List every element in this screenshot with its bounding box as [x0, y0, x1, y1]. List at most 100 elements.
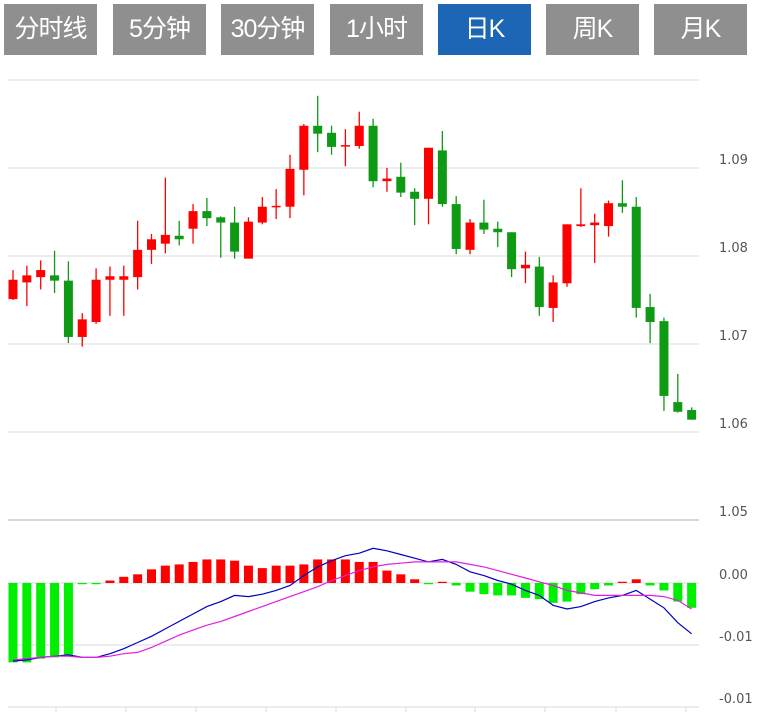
tab-5min[interactable]: 5分钟 — [113, 4, 206, 55]
candle-body — [645, 307, 655, 322]
candle-body — [133, 249, 143, 278]
candle-body — [257, 206, 267, 223]
macd-histogram-bar — [645, 583, 655, 586]
macd-histogram-bar — [424, 583, 433, 585]
candle-body — [437, 150, 447, 205]
tab-timeshare[interactable]: 分时线 — [4, 4, 97, 55]
tab-1hour[interactable]: 1小时 — [330, 4, 423, 55]
candle-body — [299, 125, 309, 170]
candle — [105, 266, 115, 316]
macd-histogram-bar — [50, 583, 60, 658]
candle — [631, 197, 641, 318]
candle-body — [604, 203, 614, 227]
macd-histogram-bar — [271, 565, 281, 583]
candle-body — [590, 222, 600, 226]
macd-histogram-bar — [410, 579, 420, 583]
macd-histogram-bar — [63, 583, 73, 655]
candle — [617, 180, 627, 213]
candle-body — [271, 205, 281, 208]
candle — [437, 131, 447, 207]
candle — [22, 265, 32, 307]
macd-axis-label: -0.01 — [719, 692, 753, 707]
candle-body — [479, 222, 489, 230]
candle — [313, 95, 323, 153]
macd-histogram-bar — [285, 565, 295, 583]
candle-body — [368, 125, 378, 182]
macd-histogram-bar — [188, 561, 198, 583]
macd-histogram-bar — [687, 583, 697, 608]
price-axis-label: 1.09 — [719, 153, 748, 168]
macd-histogram-bar — [299, 564, 309, 583]
candle — [91, 268, 101, 324]
macd-histogram-bar — [202, 559, 212, 583]
macd-histogram-bar — [105, 580, 115, 583]
candle — [507, 232, 517, 278]
tab-30min[interactable]: 30分钟 — [221, 4, 314, 55]
macd-histogram-bar — [659, 583, 669, 591]
candle-body — [8, 279, 18, 300]
price-axis-label: 1.07 — [719, 329, 748, 344]
macd-histogram-bar — [243, 565, 253, 583]
candle-body — [188, 211, 198, 229]
candle-body — [327, 132, 337, 147]
candle — [174, 220, 184, 246]
tab-weekly-k[interactable]: 周K — [546, 4, 639, 55]
candle — [63, 261, 73, 344]
macd-histogram-bar — [507, 583, 517, 596]
macd-histogram-bar — [576, 583, 586, 595]
candle — [77, 313, 87, 347]
macd-histogram-bar — [673, 583, 683, 602]
candle — [327, 125, 337, 155]
macd-histogram-bar — [257, 568, 267, 583]
candle-body — [396, 176, 406, 193]
candle — [520, 251, 530, 284]
macd-histogram-bar — [354, 561, 364, 583]
macd-histogram-bar — [22, 583, 32, 663]
candle — [396, 162, 406, 198]
candle-body — [91, 279, 101, 322]
candle-body — [465, 222, 475, 250]
dif-line — [12, 547, 692, 662]
candle-body — [36, 270, 46, 278]
candle-body — [174, 235, 184, 240]
macd-histogram-bar — [604, 583, 614, 586]
candle — [382, 168, 392, 192]
macd-histogram-bar — [479, 583, 489, 595]
macd-histogram-bar — [382, 570, 392, 583]
candle-body — [105, 276, 115, 280]
candle — [243, 217, 253, 259]
candle — [687, 407, 697, 420]
macd-histogram-bar — [493, 583, 503, 596]
candle-body — [243, 221, 253, 259]
macd-histogram-bar — [327, 559, 337, 583]
candle-body — [202, 211, 212, 219]
price-axis-label: 1.05 — [719, 505, 748, 520]
macd-histogram-bar — [36, 583, 46, 659]
candle-body — [340, 145, 350, 147]
macd-histogram-bar — [590, 583, 600, 590]
candle — [257, 197, 267, 225]
candle — [147, 234, 156, 264]
macd-histogram-bar — [368, 561, 378, 583]
macd-histogram-bar — [119, 576, 129, 583]
tab-monthly-k[interactable]: 月K — [654, 4, 747, 55]
candle-body — [534, 266, 544, 308]
macd-histogram-bar — [91, 583, 101, 585]
candle-body — [147, 239, 156, 250]
candle — [216, 216, 226, 258]
candle-body — [424, 147, 433, 199]
macd-histogram-bar — [8, 583, 18, 663]
candle-body — [507, 232, 517, 270]
tab-daily-k[interactable]: 日K — [438, 4, 531, 55]
candle — [160, 177, 170, 254]
candle-body — [382, 178, 392, 182]
candle-body — [160, 234, 170, 244]
macd-histogram-bar — [133, 574, 143, 583]
candle-body — [659, 321, 669, 396]
candle — [645, 293, 655, 344]
macd-histogram-bar — [534, 583, 544, 600]
candle-body — [576, 224, 586, 227]
macd-histogram-bar — [520, 583, 530, 598]
candle — [590, 213, 600, 264]
